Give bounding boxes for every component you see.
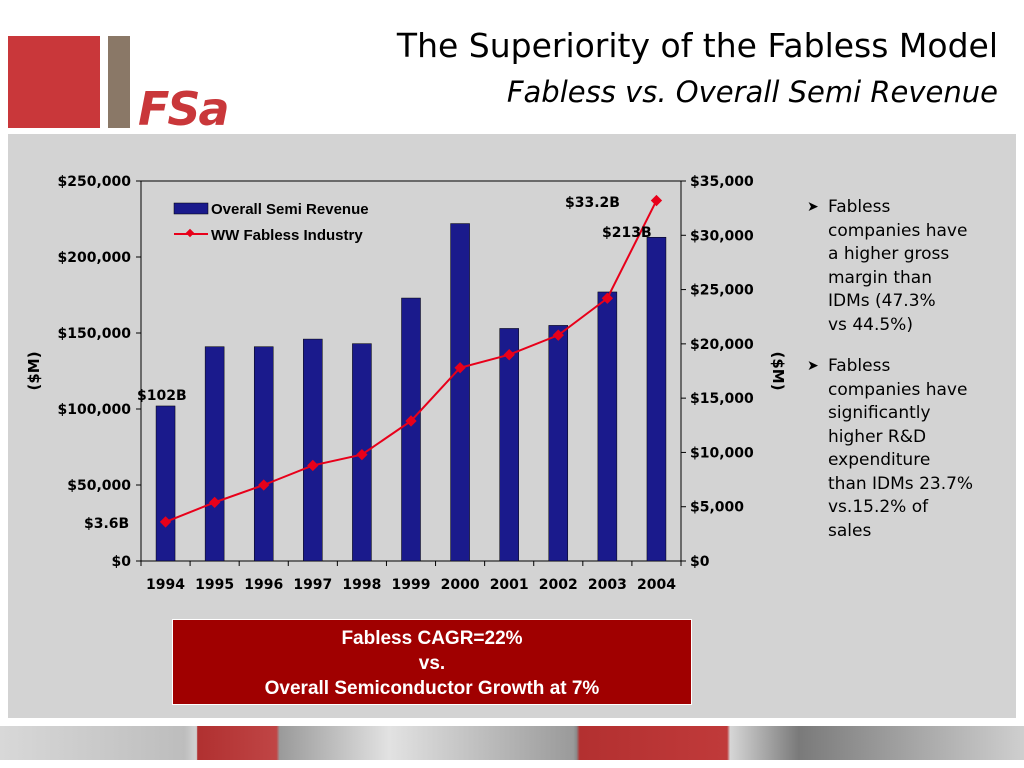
bullet-line: companies have [828, 379, 968, 400]
company-logo: FSa [138, 82, 230, 136]
left-tick-label: $250,000 [57, 174, 131, 190]
page-subtitle: Fabless vs. Overall Semi Revenue [506, 75, 998, 109]
bar-1999 [401, 297, 421, 562]
x-tick-label: 2002 [539, 577, 578, 593]
bullet-line: Fabless [828, 356, 891, 376]
bar-2000 [450, 223, 470, 562]
right-tick-label: $30,000 [690, 228, 754, 244]
bullet-gross-margin: ➤ Fabless companies have a higher gross … [804, 196, 1016, 337]
left-tick-label: $0 [112, 554, 132, 570]
x-tick-label: 1995 [195, 577, 234, 593]
bullet-line: significantly [828, 403, 931, 423]
bar-2002 [548, 325, 569, 562]
line-point-2001 [503, 349, 515, 361]
bullet-list: ➤ Fabless companies have a higher gross … [804, 196, 1016, 561]
bullet-line: sales [828, 520, 872, 541]
bullet-line: than IDMs 23.7% [828, 473, 974, 494]
bullet-line: a higher gross [828, 244, 950, 264]
bullet-line: companies have [828, 220, 968, 241]
bullet-line: expenditure [828, 450, 931, 470]
line-series [159, 194, 663, 528]
cagr-line-vs: vs. [418, 653, 446, 674]
right-tick-label: $0 [690, 554, 710, 570]
x-tick-label: 1996 [244, 577, 283, 593]
annotation-102b: $102B [137, 388, 187, 404]
line-point-1996 [258, 479, 270, 491]
annotation-3-6b: $3.6B [84, 516, 129, 532]
footer-image-strip [0, 726, 1024, 760]
x-tick-label: 2004 [637, 577, 676, 593]
x-tick-label: 2001 [490, 577, 529, 593]
left-tick-label: $50,000 [67, 478, 131, 494]
bar-2004 [646, 236, 667, 562]
cagr-line-overall: Overall Semiconductor Growth at 7% [264, 678, 600, 699]
x-axis: 1994 1995 1996 1997 1998 1999 2000 2001 2002 2003… [140, 561, 682, 593]
revenue-chart: $250,000 $200,000 $150,000 $100,000 $50,000 $… [25, 174, 787, 593]
x-tick-label: 2003 [588, 577, 627, 593]
left-tick-label: $150,000 [57, 326, 131, 342]
bullet-line: vs.15.2% of [828, 497, 929, 517]
right-tick-label: $35,000 [690, 174, 754, 190]
line-point-2003 [601, 292, 614, 304]
bar-2001 [499, 328, 519, 562]
left-tick-label: $100,000 [57, 402, 131, 418]
bar-1994 [155, 405, 176, 562]
legend-bar-label: Overall Semi Revenue [211, 201, 369, 218]
x-tick-label: 1994 [146, 577, 185, 593]
legend: Overall Semi Revenue WW Fabless Industry [173, 201, 369, 244]
bar-1995 [204, 346, 225, 562]
cagr-line-fabless: Fabless CAGR=22% [341, 628, 523, 649]
arrow-bullet-icon: ➤ [807, 199, 819, 215]
cagr-callout: Fabless CAGR=22% vs. Overall Semiconduct… [172, 619, 692, 705]
bar-1996 [253, 346, 274, 562]
logo-block-red [8, 36, 100, 128]
bullet-line: Fabless [828, 197, 891, 217]
x-tick-label: 1999 [392, 577, 431, 593]
x-tick-label: 1997 [293, 577, 332, 593]
right-axis: $35,000 $30,000 $25,000 $20,000 $15,000 $10,0… [681, 174, 754, 570]
page-title: The Superiority of the Fabless Model [396, 26, 998, 65]
bullet-line: higher R&D [828, 426, 927, 447]
left-axis-label: ($M) [25, 351, 43, 390]
legend-line-label: WW Fabless Industry [211, 227, 363, 244]
left-tick-label: $200,000 [57, 250, 131, 266]
logo-block-brown [108, 36, 130, 128]
right-tick-label: $10,000 [690, 445, 754, 461]
left-axis: $250,000 $200,000 $150,000 $100,000 $50,000 $… [57, 174, 141, 570]
bar-1997 [303, 338, 323, 562]
right-axis-label: ($M) [769, 351, 787, 390]
x-tick-label: 1998 [342, 577, 381, 593]
right-tick-label: $15,000 [690, 391, 754, 407]
line-point-2002 [552, 329, 564, 341]
bar-2003 [597, 291, 618, 562]
bullet-rd-expenditure: ➤ Fabless companies have significantly h… [804, 355, 1016, 543]
legend-line-marker [185, 228, 195, 238]
right-tick-label: $5,000 [690, 500, 744, 516]
bullet-line: IDMs (47.3% [828, 291, 936, 311]
annotation-213b: $213B [602, 225, 652, 241]
line-point-1999 [405, 415, 417, 427]
bullet-line: margin than [828, 267, 932, 288]
arrow-bullet-icon: ➤ [807, 358, 819, 374]
line-point-1998 [356, 448, 368, 461]
x-tick-label: 2000 [441, 577, 480, 593]
line-point-1994 [159, 516, 172, 528]
line-point-1995 [208, 496, 221, 509]
right-tick-label: $20,000 [690, 337, 754, 353]
line-point-1997 [307, 459, 319, 472]
legend-bar-swatch [173, 202, 209, 215]
annotation-33-2b: $33.2B [565, 195, 620, 211]
bullet-line: vs 44.5%) [828, 314, 913, 335]
line-point-2000 [454, 362, 466, 374]
right-tick-label: $25,000 [690, 283, 754, 299]
